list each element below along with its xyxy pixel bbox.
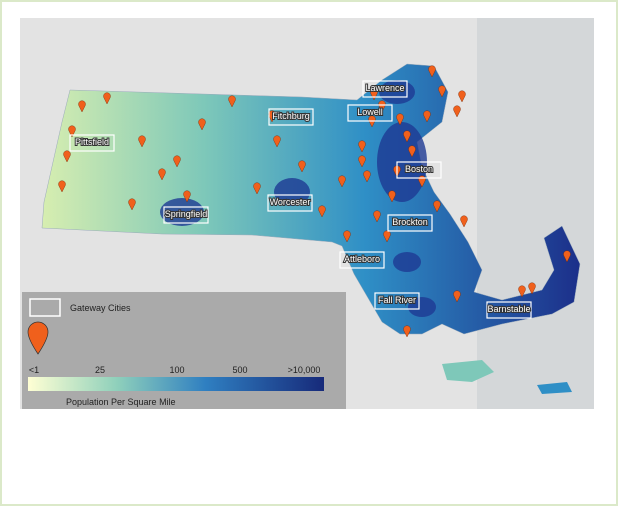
legend-scale-label: 25 xyxy=(95,365,105,375)
legend-gateway-icon xyxy=(29,298,61,317)
pin xyxy=(518,285,526,298)
ocean xyxy=(477,18,594,409)
pin xyxy=(68,125,76,138)
pin xyxy=(173,155,181,168)
pin xyxy=(358,140,366,153)
city-label: Fitchburg xyxy=(272,111,310,121)
pin xyxy=(428,65,436,78)
gateway-city-outline xyxy=(396,161,442,179)
pin xyxy=(403,130,411,143)
pin xyxy=(358,155,366,168)
state-shape xyxy=(41,63,581,335)
pin xyxy=(63,150,71,163)
pin xyxy=(128,198,136,211)
city-label: Fall River xyxy=(378,295,416,305)
pin xyxy=(318,205,326,218)
legend-scale-label: <1 xyxy=(29,365,39,375)
legend-scale-label: 100 xyxy=(169,365,184,375)
pin xyxy=(103,92,111,105)
gateway-city-outline xyxy=(339,251,385,269)
pin xyxy=(253,182,261,195)
city-label: Springfield xyxy=(165,209,208,219)
pin xyxy=(460,215,468,228)
city-label: Lawrence xyxy=(365,83,404,93)
gateway-city-outline xyxy=(347,104,393,122)
pin xyxy=(433,200,441,213)
gateway-city-outline xyxy=(486,301,532,319)
pin xyxy=(343,230,351,243)
pin xyxy=(403,325,411,338)
pin xyxy=(383,230,391,243)
pin xyxy=(228,95,236,108)
pin xyxy=(396,113,404,126)
pin xyxy=(528,282,536,295)
pin xyxy=(388,190,396,203)
gateway-city-outline xyxy=(267,194,313,212)
city-label: Worcester xyxy=(270,197,311,207)
pin xyxy=(363,170,371,183)
city-label: Attleboro xyxy=(344,254,380,264)
gateway-city-outline xyxy=(387,214,433,232)
pin xyxy=(438,85,446,98)
pin xyxy=(453,290,461,303)
pin xyxy=(370,88,378,101)
pins xyxy=(58,65,571,338)
island xyxy=(537,382,572,394)
island xyxy=(442,360,494,382)
legend-scale-title: Population Per Square Mile xyxy=(66,397,176,407)
city-label: Barnstable xyxy=(487,304,530,314)
pin xyxy=(298,160,306,173)
pin xyxy=(563,250,571,263)
pin xyxy=(408,145,416,158)
pin xyxy=(58,180,66,193)
gateway-city-outline xyxy=(69,134,115,152)
pin xyxy=(78,100,86,113)
legend-scale-label: >10,000 xyxy=(288,365,321,375)
pin xyxy=(138,135,146,148)
city-label: Lowell xyxy=(357,107,383,117)
pin xyxy=(423,110,431,123)
gateway-city-outline xyxy=(268,108,314,126)
city-label: Pittsfield xyxy=(75,137,109,147)
pin xyxy=(458,90,466,103)
pin xyxy=(183,190,191,203)
legend-gateway-label: Gateway Cities xyxy=(70,303,131,313)
city-label: Boston xyxy=(405,164,433,174)
pin xyxy=(158,168,166,181)
pin xyxy=(273,135,281,148)
legend-scale-bar xyxy=(28,377,324,391)
legend-scale-label: 500 xyxy=(232,365,247,375)
gateway-city-outline xyxy=(374,292,420,310)
pin xyxy=(453,105,461,118)
pin xyxy=(198,118,206,131)
pin xyxy=(373,210,381,223)
city-label: Brockton xyxy=(392,217,428,227)
legend-pin-icon xyxy=(27,321,49,355)
gateway-city-outline xyxy=(163,206,209,224)
gateway-city-outline xyxy=(362,80,408,98)
pin xyxy=(338,175,346,188)
